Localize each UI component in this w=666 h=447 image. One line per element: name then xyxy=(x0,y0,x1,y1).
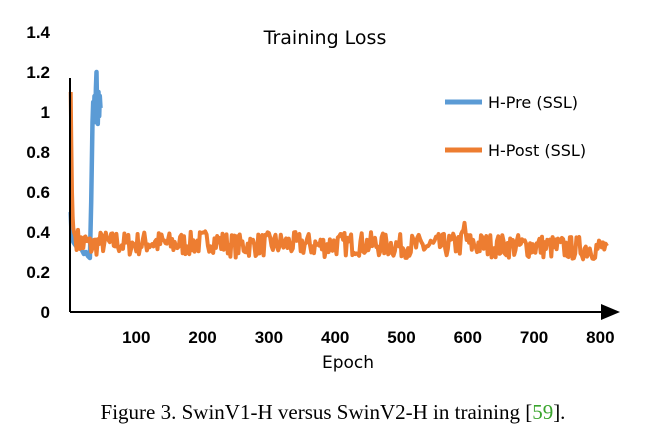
y-tick-label: 1 xyxy=(41,103,50,122)
caption-text: Figure 3. SwinV1-H versus SwinV2-H in tr… xyxy=(100,400,533,424)
legend-label-h-post: H-Post (SSL) xyxy=(488,141,586,160)
series-layer xyxy=(68,69,609,262)
y-tick-label: 0.4 xyxy=(26,223,50,242)
x-tick-label: 400 xyxy=(321,328,349,347)
x-tick-labels: 100 200 300 400 500 600 700 800 xyxy=(122,328,614,347)
legend: H-Pre (SSL) H-Post (SSL) xyxy=(445,93,586,160)
x-tick-label: 600 xyxy=(454,328,482,347)
y-tick-label: 0 xyxy=(41,303,50,322)
y-tick-label: 1.4 xyxy=(26,23,50,42)
x-tick-label: 300 xyxy=(255,328,283,347)
y-tick-label: 0.6 xyxy=(26,183,50,202)
x-tick-label: 800 xyxy=(586,328,614,347)
x-tick-label: 500 xyxy=(387,328,415,347)
caption-citation-link[interactable]: 59 xyxy=(532,400,554,424)
y-tick-label: 0.8 xyxy=(26,143,50,162)
caption-end: ]. xyxy=(553,400,566,424)
x-tick-label: 200 xyxy=(188,328,216,347)
y-tick-labels: 0 0.2 0.4 0.6 0.8 1 1.2 1.4 xyxy=(26,23,50,322)
chart-title: Training Loss xyxy=(263,27,387,49)
x-tick-label: 700 xyxy=(520,328,548,347)
x-axis-label: Epoch xyxy=(322,353,374,373)
x-tick-label: 100 xyxy=(122,328,150,347)
y-tick-label: 0.2 xyxy=(26,263,50,282)
series-line-h-post xyxy=(68,91,609,262)
x-axis-arrow-icon xyxy=(601,304,620,320)
loss-chart: Training Loss 0 0.2 0.4 0.6 0.8 1 1.2 1.4 100 20… xyxy=(26,23,620,373)
y-tick-label: 1.2 xyxy=(26,63,50,82)
figure-caption: Figure 3. SwinV1-H versus SwinV2-H in tr… xyxy=(0,400,666,425)
legend-label-h-pre: H-Pre (SSL) xyxy=(488,93,578,112)
